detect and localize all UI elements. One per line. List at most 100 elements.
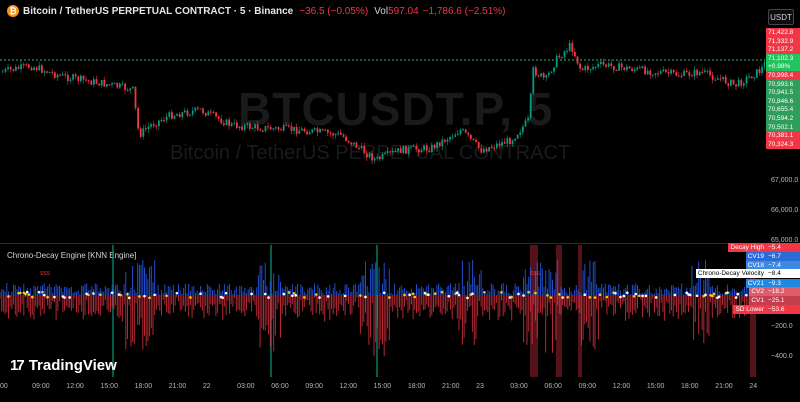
- candle: [704, 70, 706, 72]
- candle: [46, 71, 48, 73]
- pane-separator[interactable]: [0, 243, 765, 244]
- candle: [259, 129, 262, 131]
- time-axis-label: 06:00: [271, 383, 289, 390]
- velocity-dot: [583, 293, 587, 296]
- candle: [620, 63, 623, 68]
- time-axis-label: 09:00: [32, 383, 50, 390]
- candle: [402, 145, 405, 154]
- candle: [542, 73, 545, 78]
- velocity-dot: [27, 293, 31, 296]
- tradingview-logo[interactable]: 17 TradingView: [10, 357, 117, 374]
- candle: [730, 79, 732, 86]
- candle: [295, 126, 298, 134]
- velocity-dot: [734, 296, 738, 299]
- candle: [15, 66, 17, 71]
- indicator-label-tag: CV1: [749, 296, 766, 305]
- candle: [142, 128, 145, 137]
- velocity-dot: [382, 291, 386, 295]
- candle: [574, 51, 576, 57]
- velocity-dot: [403, 293, 406, 297]
- velocity-dot: [110, 291, 114, 295]
- candle: [134, 86, 137, 108]
- candle: [87, 80, 90, 82]
- candle: [103, 79, 106, 87]
- symbol-watermark: BTCUSDT.P, 5: [238, 83, 554, 135]
- indicator-chart[interactable]: SSS SSS: [0, 245, 765, 377]
- candle: [48, 71, 51, 73]
- velocity-dot: [359, 294, 362, 297]
- candle: [719, 78, 722, 80]
- currency-button[interactable]: USDT: [768, 9, 794, 25]
- candle: [314, 128, 316, 130]
- velocity-dot: [46, 295, 49, 299]
- indicator-title[interactable]: Chrono-Decay Engine [KNN Engine]: [7, 251, 137, 260]
- candle: [204, 113, 207, 116]
- candle: [553, 67, 555, 72]
- candle: [347, 140, 350, 143]
- symbol-title[interactable]: Bitcoin / TetherUS PERPETUAL CONTRACT · …: [23, 5, 294, 17]
- candle: [54, 72, 56, 78]
- velocity-dot: [199, 292, 202, 296]
- candle: [210, 111, 212, 113]
- candle: [584, 66, 587, 71]
- candle: [418, 149, 420, 153]
- time-axis-label: 21:00: [441, 383, 460, 390]
- velocity-dot: [53, 295, 56, 299]
- candle: [384, 153, 386, 155]
- candle: [451, 136, 454, 138]
- candle: [753, 77, 756, 79]
- candle: [480, 147, 483, 153]
- velocity-dot: [427, 293, 430, 297]
- candle: [316, 128, 319, 133]
- velocity-dot: [534, 291, 537, 295]
- velocity-dot: [588, 296, 592, 299]
- candle: [623, 67, 626, 70]
- velocity-dot: [527, 290, 530, 294]
- candle: [225, 119, 228, 126]
- candle: [98, 83, 100, 86]
- candle: [366, 153, 368, 158]
- velocity-dot: [221, 296, 224, 300]
- velocity-dot: [483, 290, 486, 294]
- price-tag: 70,594.2: [766, 114, 800, 123]
- velocity-dot: [736, 292, 740, 296]
- velocity-dot: [326, 295, 330, 298]
- candle: [470, 134, 472, 139]
- velocity-dot: [411, 292, 415, 296]
- name-watermark: Bitcoin / TetherUS PERPETUAL CONTRACT: [170, 142, 571, 164]
- candle: [696, 69, 698, 76]
- velocity-dot: [189, 296, 192, 299]
- candle: [607, 63, 610, 67]
- velocity-dot: [447, 294, 451, 298]
- tradingview-name: TradingView: [28, 357, 117, 374]
- indicator-label-tag: CV21: [745, 279, 766, 288]
- candle: [74, 74, 77, 77]
- velocity-dot: [364, 295, 367, 299]
- velocity-dot: [622, 294, 626, 298]
- candle: [381, 154, 384, 160]
- velocity-dot: [598, 293, 602, 296]
- signal-label: SSS: [530, 271, 541, 277]
- time-axis-label: 22: [202, 383, 211, 390]
- candle: [506, 137, 509, 144]
- candle: [412, 145, 415, 147]
- candle: [178, 114, 181, 118]
- velocity-dot: [644, 294, 648, 298]
- candle: [212, 112, 215, 114]
- candle: [152, 124, 155, 126]
- candle: [613, 66, 615, 71]
- velocity-dot: [566, 296, 570, 299]
- price-chart[interactable]: [0, 0, 765, 243]
- candle: [241, 126, 243, 130]
- velocity-dot: [726, 291, 729, 294]
- velocity-dot: [282, 292, 286, 296]
- candle: [394, 151, 397, 153]
- candle: [550, 71, 553, 73]
- candle: [420, 149, 423, 153]
- velocity-dot: [318, 296, 321, 299]
- candle: [672, 69, 675, 73]
- candle: [95, 79, 98, 84]
- velocity-dot: [19, 291, 22, 295]
- candle: [483, 149, 485, 153]
- candle: [472, 138, 475, 141]
